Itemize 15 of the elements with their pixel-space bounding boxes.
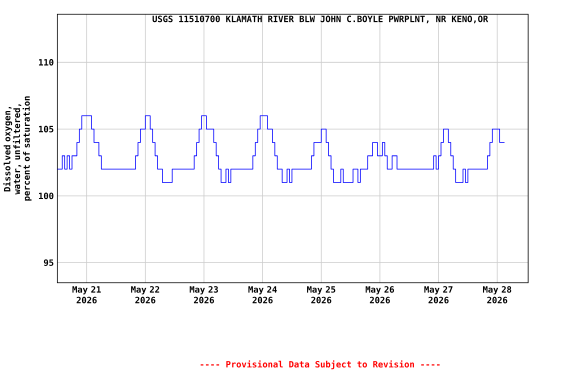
x-tick-label: May 28 2026 [482, 286, 512, 304]
y-tick-label: 100 [38, 192, 54, 200]
y-tick-label: 105 [38, 126, 54, 133]
y-axis-title: Dissolved oxygen, water, unfiltered, percent of saturation [3, 96, 32, 201]
text: ---- Provisional Data Subject to Revision ---- [200, 360, 440, 370]
x-tick-label: May 23 2026 [190, 286, 218, 304]
y-tick-label: 110 [38, 59, 54, 66]
y-tick-label: 95 [44, 260, 54, 266]
x-tick-label: May 25 2026 [307, 286, 336, 304]
x-tick-label: May 21 2026 [72, 286, 101, 304]
x-tick-label: May 27 2026 [424, 286, 452, 304]
chart-title: USGS 11510700 KLAMATH RIVER BLW JOHN C.BOYLE PWRPLNT, NR KENO,OR [152, 16, 488, 24]
x-tick-label: May 22 2026 [131, 286, 160, 304]
x-tick-label: May 24 2026 [248, 286, 277, 304]
x-tick-label: May 26 2026 [366, 286, 394, 304]
